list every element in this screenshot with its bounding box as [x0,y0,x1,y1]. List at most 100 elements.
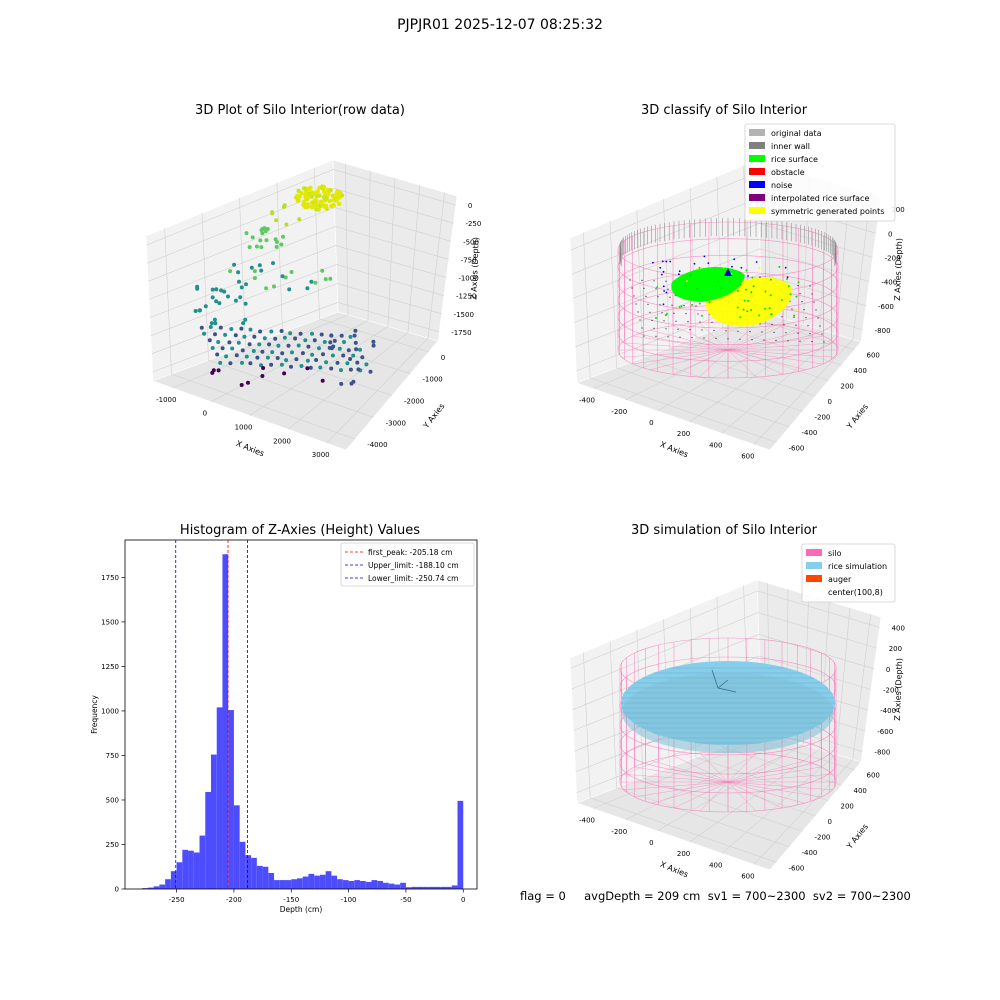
raw-z-tick-label: -1500 [454,311,474,319]
histogram-bar [268,872,275,889]
classify-z-tick-label: -400 [881,279,897,287]
classify-y-tick-label: 0 [828,398,832,406]
histogram-bar [165,879,171,889]
classify-grid-point [665,280,667,282]
raw-data-point [294,357,299,362]
classify-noise-point [661,260,664,263]
raw-data-point [210,346,215,350]
raw-3d-scatter-chart: -1000 0 1000 2000 3000 -4000 -3000 -2000 -1000 0 0… [145,159,481,459]
raw-data-point [342,340,346,344]
classify-surface-point [769,294,772,297]
classify-silo-floor-spoke [632,349,729,365]
raw-data-point [371,343,376,348]
raw-data-point [284,358,289,363]
classify-surface-point [745,269,748,272]
classify-noise-point [662,270,665,273]
histogram-bar [199,835,206,889]
raw-data-point [218,325,223,330]
classify-grid-point [739,338,741,340]
sim-z-gridline [570,590,880,669]
classify-grid-point [809,285,811,287]
classify-legend-label: interpolated rice surface [771,194,869,203]
raw-data-point [353,328,358,333]
classify-grid-point [683,305,685,307]
classify-z-tick-label: 200 [891,206,904,214]
raw-data-point [214,299,219,304]
raw-data-point [328,276,333,281]
classify-grid-point [643,335,645,337]
histogram-x-tick-label: -50 [400,896,411,904]
classify-silo-floor-spoke [650,329,729,351]
raw-data-point [339,368,343,373]
classify-y-tick-label: 200 [841,383,854,391]
raw-data-point [353,340,358,345]
histogram-bar [394,884,401,889]
raw-data-point [260,374,265,378]
raw-data-point [228,269,233,274]
raw-x-gridline [326,192,445,444]
classify-noise-point [660,273,663,276]
raw-data-point [288,331,293,336]
raw-data-point [330,353,335,358]
classify-grid-point [727,338,729,340]
sim-silo-floor-spoke [727,755,783,783]
classify-silo-floor-spoke [727,325,784,351]
classify-grid-point [643,287,645,289]
raw-data-point [272,284,276,289]
raw-surface-point [295,198,300,203]
classify-grid-point [737,330,739,332]
classify-surface-point [739,278,742,281]
raw-data-point [218,360,223,365]
classify-x-tick-label: 400 [709,441,722,449]
classify-floor-pane [576,311,862,451]
raw-data-point [249,265,254,270]
sim-z-tick-label: -200 [883,687,899,695]
classify-grid-point [823,341,825,343]
classify-z-tick-label: -600 [878,303,894,311]
classify-grid-point [751,339,753,341]
classify-grid-point [795,324,797,326]
raw-surface-point [329,203,334,209]
histogram-bar [451,885,458,889]
histogram-bar [342,880,349,889]
sim-z-tick-label: 400 [892,624,905,632]
sim-silo-floor-spoke [623,781,729,791]
raw-data-point [215,352,220,357]
raw-data-point [240,348,245,353]
raw-data-point [202,331,207,336]
classify-noise-cluster [724,268,732,276]
raw-data-point [255,355,260,360]
raw-data-point [260,231,265,236]
classify-grid-point [809,333,811,335]
raw-surface-point [321,203,326,208]
raw-data-point [274,218,279,223]
raw-data-point [348,367,353,372]
classify-silo-floor-spoke [672,349,729,375]
classify-silo-floor-spoke [621,342,729,351]
classify-surface-point [739,284,742,286]
raw-data-point [310,352,315,357]
raw-data-point [364,362,369,367]
histogram-y-tick-label: 1250 [101,663,119,671]
raw-x-gridline [287,185,421,430]
classify-y-tick-label: -400 [802,429,818,437]
raw-y-gridline [239,197,393,396]
raw-surface-point [313,191,318,196]
raw-data-point [234,353,239,358]
classify-legend-swatch [749,207,765,214]
raw-data-point [267,342,272,347]
classify-grid-point [821,333,823,335]
raw-data-point [198,308,202,313]
sim-y-tick-label: 600 [867,772,880,780]
histogram-bar [411,886,418,889]
classify-surface-point [736,306,739,309]
sim-z-tick-label: 0 [886,666,890,674]
histogram-bar [239,841,246,889]
classify-silo-floor-spoke [727,349,757,378]
histogram-bar [279,880,286,889]
raw-data-point [305,366,310,371]
raw-z-gridline [146,169,456,246]
raw-data-point [303,338,308,343]
raw-data-point [258,329,263,334]
classify-surface-point [696,287,699,290]
